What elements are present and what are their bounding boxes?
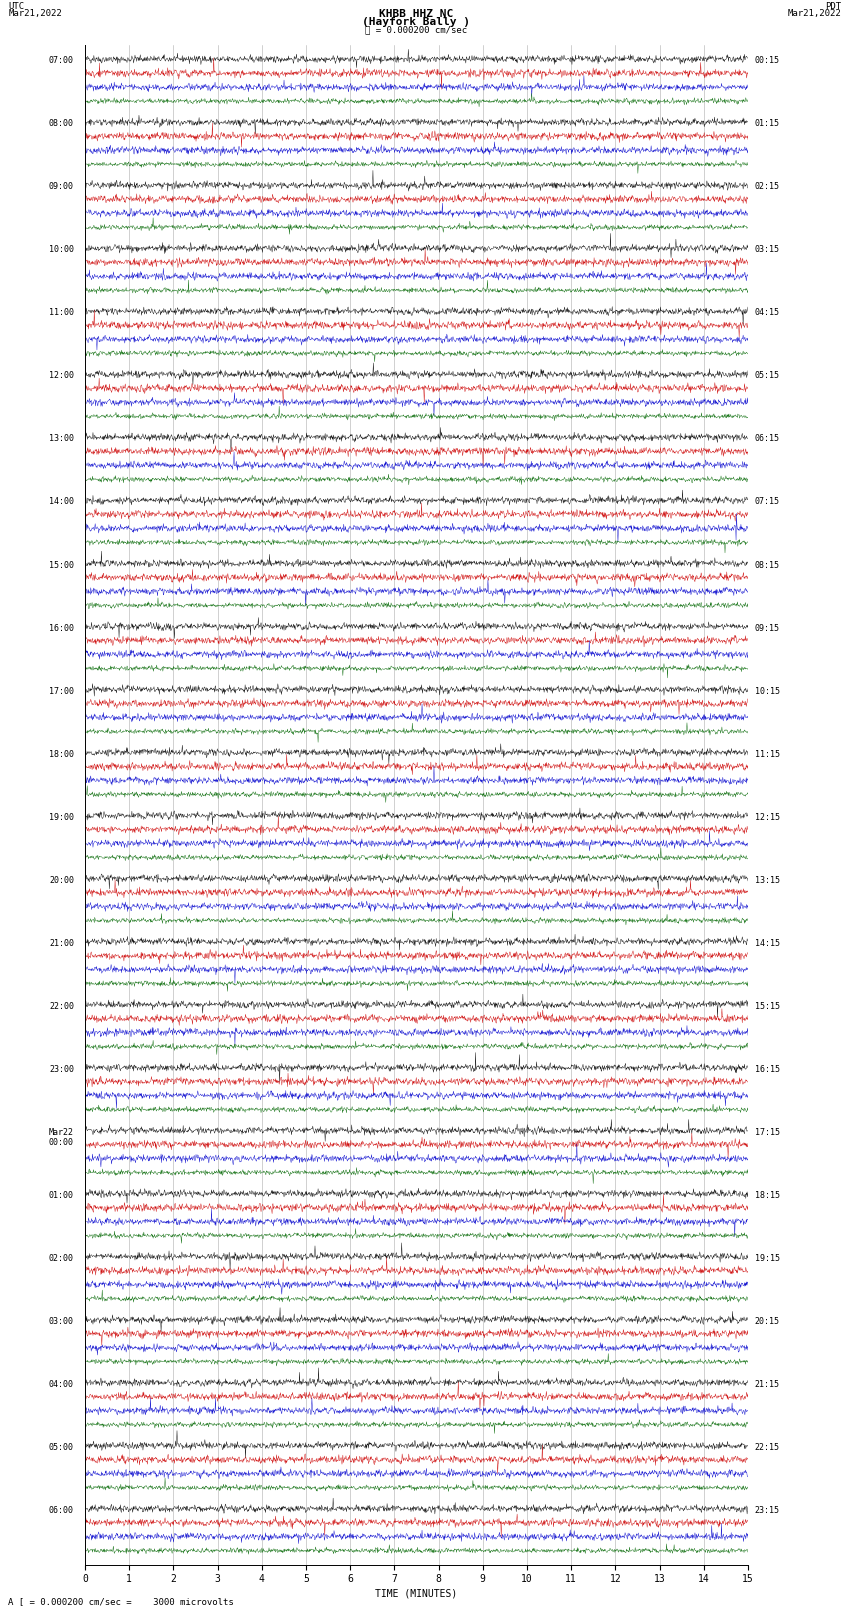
Text: 04:00: 04:00: [49, 1379, 74, 1389]
Text: 16:00: 16:00: [49, 624, 74, 632]
Text: 05:15: 05:15: [755, 371, 779, 381]
Text: 09:15: 09:15: [755, 624, 779, 632]
Text: 17:15: 17:15: [755, 1127, 779, 1137]
Text: 06:00: 06:00: [49, 1507, 74, 1515]
Text: A [ = 0.000200 cm/sec =    3000 microvolts: A [ = 0.000200 cm/sec = 3000 microvolts: [8, 1597, 235, 1607]
Text: 14:15: 14:15: [755, 939, 779, 947]
Text: 12:00: 12:00: [49, 371, 74, 381]
Text: 18:15: 18:15: [755, 1190, 779, 1200]
Text: 00:15: 00:15: [755, 56, 779, 66]
Text: PDT: PDT: [825, 3, 842, 11]
Text: 22:15: 22:15: [755, 1442, 779, 1452]
Text: 03:15: 03:15: [755, 245, 779, 255]
Text: 10:00: 10:00: [49, 245, 74, 255]
Text: 14:00: 14:00: [49, 497, 74, 506]
Text: 05:00: 05:00: [49, 1442, 74, 1452]
Text: 17:00: 17:00: [49, 687, 74, 695]
Text: 07:00: 07:00: [49, 56, 74, 66]
Text: ⏐ = 0.000200 cm/sec: ⏐ = 0.000200 cm/sec: [366, 26, 468, 35]
X-axis label: TIME (MINUTES): TIME (MINUTES): [376, 1589, 457, 1598]
Text: 03:00: 03:00: [49, 1316, 74, 1326]
Text: 23:15: 23:15: [755, 1507, 779, 1515]
Text: 10:15: 10:15: [755, 687, 779, 695]
Text: 12:15: 12:15: [755, 813, 779, 821]
Text: Mar21,2022: Mar21,2022: [8, 10, 62, 18]
Text: 15:15: 15:15: [755, 1002, 779, 1011]
Text: UTC: UTC: [8, 3, 25, 11]
Text: 22:00: 22:00: [49, 1002, 74, 1011]
Text: 20:00: 20:00: [49, 876, 74, 884]
Text: 02:00: 02:00: [49, 1253, 74, 1263]
Text: 23:00: 23:00: [49, 1065, 74, 1074]
Text: 07:15: 07:15: [755, 497, 779, 506]
Text: 13:00: 13:00: [49, 434, 74, 444]
Text: 08:15: 08:15: [755, 560, 779, 569]
Text: 21:15: 21:15: [755, 1379, 779, 1389]
Text: 21:00: 21:00: [49, 939, 74, 947]
Text: 02:15: 02:15: [755, 182, 779, 192]
Text: 19:15: 19:15: [755, 1253, 779, 1263]
Text: (Hayfork Bally ): (Hayfork Bally ): [362, 18, 471, 27]
Text: 15:00: 15:00: [49, 560, 74, 569]
Text: Mar21,2022: Mar21,2022: [788, 10, 842, 18]
Text: 19:00: 19:00: [49, 813, 74, 821]
Text: 01:00: 01:00: [49, 1190, 74, 1200]
Text: 06:15: 06:15: [755, 434, 779, 444]
Text: Mar22
00:00: Mar22 00:00: [49, 1127, 74, 1147]
Text: 18:00: 18:00: [49, 750, 74, 758]
Text: 13:15: 13:15: [755, 876, 779, 884]
Text: 20:15: 20:15: [755, 1316, 779, 1326]
Text: 16:15: 16:15: [755, 1065, 779, 1074]
Text: 09:00: 09:00: [49, 182, 74, 192]
Text: 04:15: 04:15: [755, 308, 779, 318]
Text: 11:00: 11:00: [49, 308, 74, 318]
Text: 01:15: 01:15: [755, 119, 779, 129]
Text: KHBB HHZ NC: KHBB HHZ NC: [379, 10, 454, 19]
Text: 11:15: 11:15: [755, 750, 779, 758]
Text: 08:00: 08:00: [49, 119, 74, 129]
